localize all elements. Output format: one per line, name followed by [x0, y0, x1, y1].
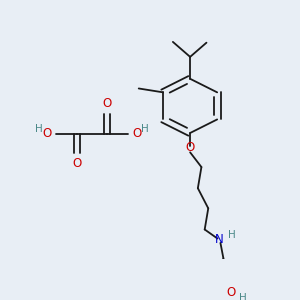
Text: O: O	[73, 158, 82, 170]
Text: H: H	[35, 124, 43, 134]
Text: N: N	[215, 233, 224, 246]
Text: O: O	[226, 286, 235, 299]
Text: O: O	[132, 127, 141, 140]
Text: H: H	[228, 230, 236, 240]
Text: O: O	[102, 97, 112, 110]
Text: O: O	[43, 127, 52, 140]
Text: H: H	[141, 124, 149, 134]
Text: H: H	[239, 292, 247, 300]
Text: O: O	[185, 142, 195, 154]
